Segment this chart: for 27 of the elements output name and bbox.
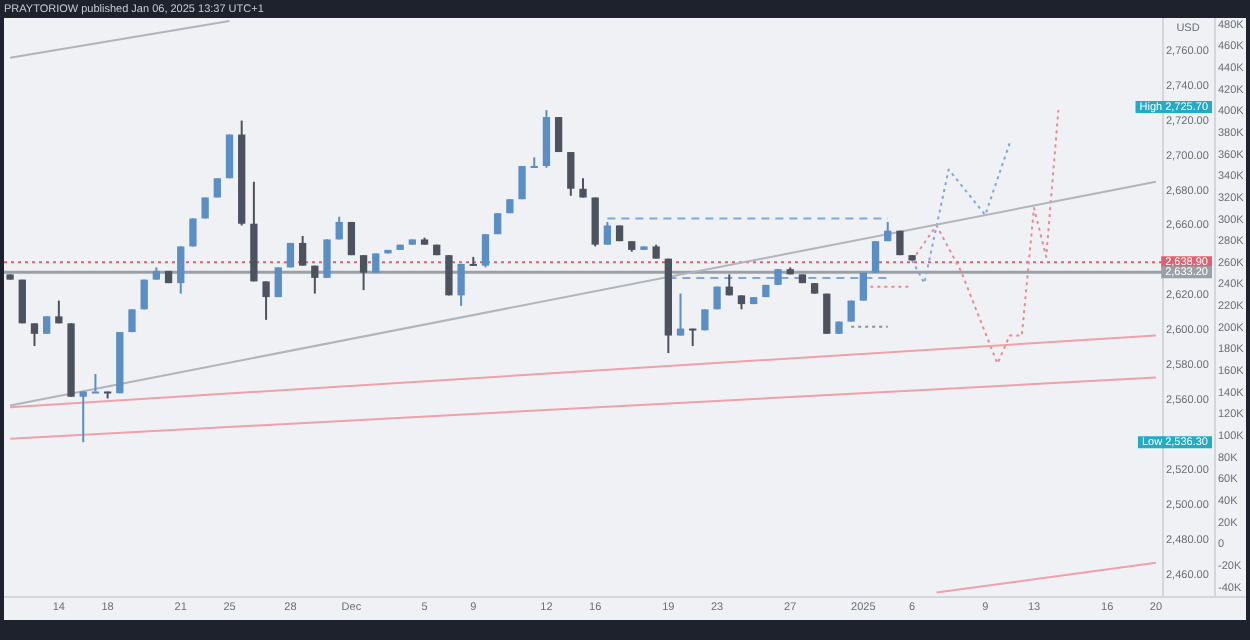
candlestick bbox=[554, 116, 563, 154]
candlestick bbox=[323, 238, 331, 279]
candlestick bbox=[457, 262, 465, 307]
candlestick bbox=[603, 220, 612, 246]
candlestick bbox=[676, 292, 685, 337]
candlestick bbox=[262, 280, 270, 321]
line-series bbox=[911, 109, 1060, 365]
candlestick bbox=[274, 266, 282, 299]
candlestick bbox=[189, 217, 197, 248]
candlestick bbox=[372, 252, 380, 274]
candlestick bbox=[79, 390, 87, 444]
line-series bbox=[911, 142, 1011, 285]
candlestick bbox=[823, 292, 831, 335]
candlestick bbox=[298, 234, 307, 267]
candlestick bbox=[871, 240, 880, 274]
candlestick bbox=[91, 373, 100, 394]
candlestick bbox=[518, 165, 526, 201]
candlestick bbox=[530, 156, 538, 169]
candlestick bbox=[591, 196, 599, 248]
candlestick bbox=[177, 245, 185, 295]
candlestick bbox=[311, 264, 319, 295]
candlestick bbox=[481, 233, 490, 269]
candlestick bbox=[30, 322, 39, 348]
candlestick bbox=[445, 254, 453, 297]
candlestick bbox=[359, 254, 368, 292]
candlestick bbox=[567, 151, 575, 197]
candlestick bbox=[859, 271, 868, 302]
